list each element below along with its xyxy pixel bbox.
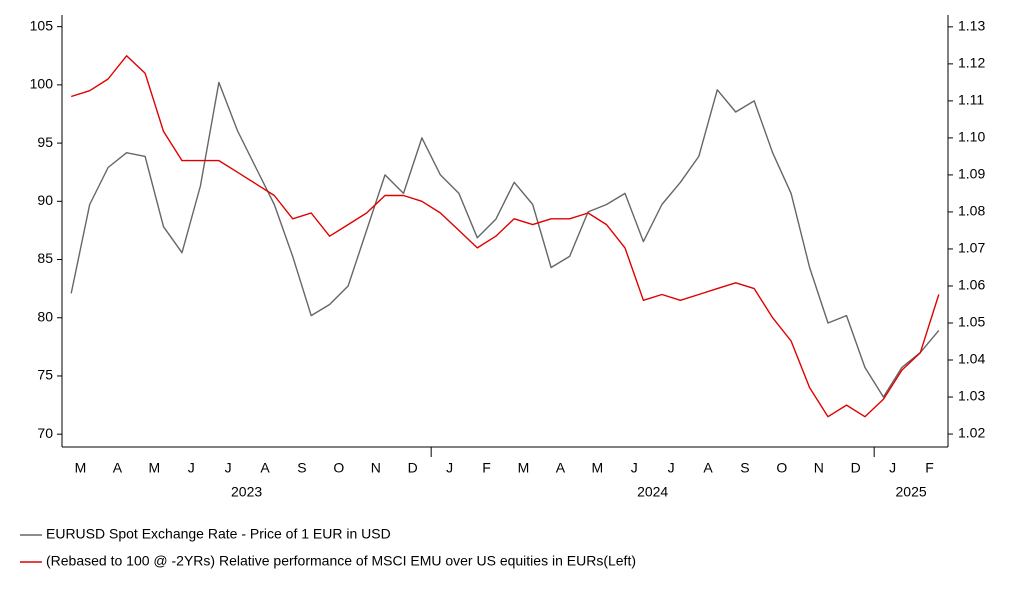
y-tick-label: 105 (30, 17, 54, 33)
x-tick-label: N (814, 460, 824, 476)
x-tick-label: M (148, 460, 160, 476)
legend-label: EURUSD Spot Exchange Rate - Price of 1 E… (46, 526, 391, 542)
series-line (70, 81, 940, 398)
y2-tick-label: 1.08 (958, 203, 985, 219)
y2-tick-label: 1.02 (958, 425, 985, 441)
x-tick-label: J (225, 460, 232, 476)
x-tick-label: J (889, 460, 896, 476)
x-tick-label: J (446, 460, 453, 476)
x-tick-label: D (851, 460, 861, 476)
y2-tick-label: 1.12 (958, 55, 985, 71)
y2-tick-label: 1.04 (958, 351, 985, 367)
y-tick-label: 85 (37, 250, 53, 266)
x-tick-label: M (518, 460, 530, 476)
x-tick-label: D (408, 460, 418, 476)
y-tick-label: 80 (37, 308, 53, 324)
x-tick-label: F (925, 460, 934, 476)
x-tick-label: O (333, 460, 344, 476)
x-tick-label: S (297, 460, 306, 476)
y2-tick-label: 1.06 (958, 277, 985, 293)
x-tick-label: J (668, 460, 675, 476)
legend-label: (Rebased to 100 @ -2YRs) Relative perfor… (46, 553, 636, 569)
series-line (70, 55, 940, 418)
y2-tick-label: 1.03 (958, 388, 985, 404)
x-tick-label: N (371, 460, 381, 476)
y2-tick-label: 1.13 (958, 18, 985, 34)
x-tick-label: O (776, 460, 787, 476)
year-label: 2025 (896, 484, 927, 500)
x-tick-label: A (113, 460, 123, 476)
y-tick-label: 75 (37, 367, 53, 383)
y2-tick-label: 1.10 (958, 129, 985, 145)
y2-tick-label: 1.11 (958, 92, 984, 108)
year-label: 2023 (231, 484, 262, 500)
x-tick-label: A (703, 460, 713, 476)
x-tick-label: M (591, 460, 603, 476)
y2-tick-label: 1.09 (958, 166, 985, 182)
year-label: 2024 (637, 484, 668, 500)
y-tick-label: 90 (37, 192, 53, 208)
y-tick-label: 70 (37, 425, 53, 441)
y2-tick-label: 1.05 (958, 314, 985, 330)
x-tick-label: J (188, 460, 195, 476)
x-tick-label: S (740, 460, 749, 476)
x-tick-label: A (260, 460, 270, 476)
x-tick-label: A (556, 460, 566, 476)
y-tick-label: 100 (30, 76, 54, 92)
x-tick-label: J (631, 460, 638, 476)
y2-tick-label: 1.07 (958, 240, 985, 256)
y-tick-label: 95 (37, 134, 53, 150)
x-tick-label: M (75, 460, 87, 476)
x-tick-label: F (482, 460, 491, 476)
